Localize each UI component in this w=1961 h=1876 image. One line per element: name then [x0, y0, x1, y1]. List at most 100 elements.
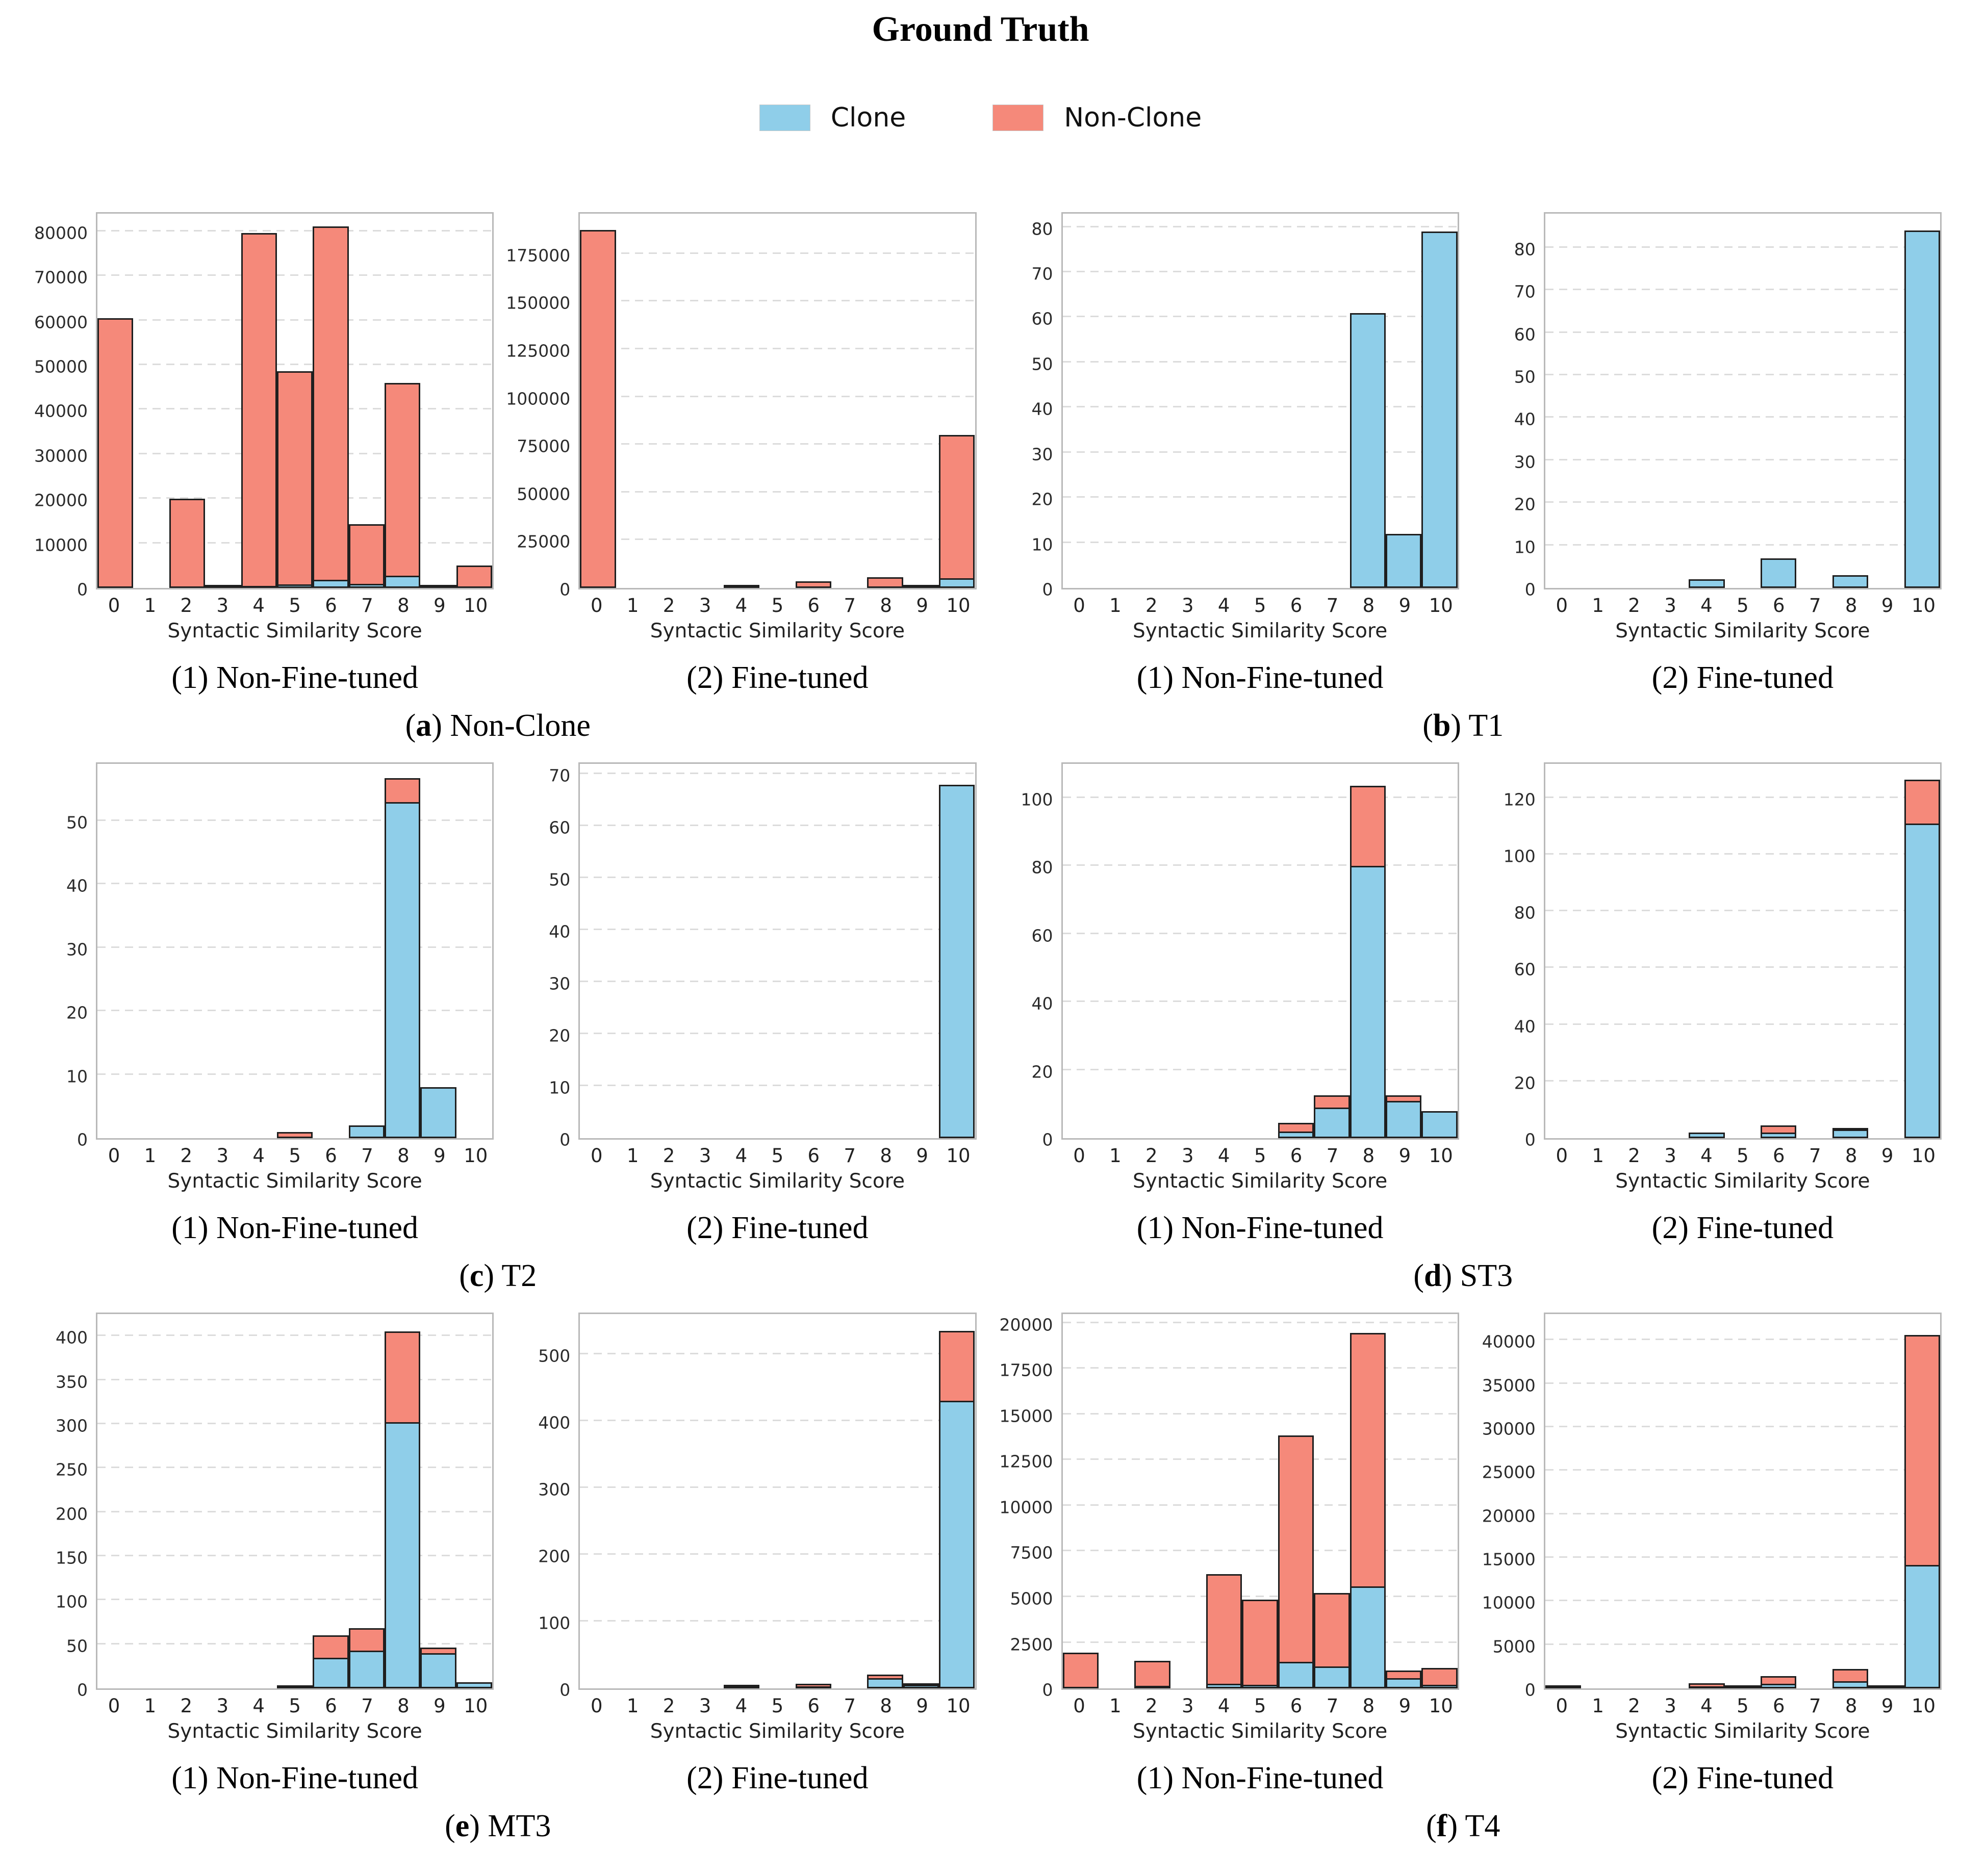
plot-area	[1543, 762, 1942, 1140]
y-tick-label: 15000	[1482, 1549, 1536, 1570]
x-tick-label: 9	[1881, 1695, 1894, 1717]
gridline	[1545, 1382, 1940, 1384]
bar-4	[241, 214, 277, 588]
y-tick-label: 30	[1514, 452, 1536, 472]
y-tick-label: 10	[66, 1066, 88, 1087]
x-tick-label: 9	[434, 595, 446, 616]
chart-mt3-fine-tuned: 0 100 200 300 400 500 0 1 2 3 4 5 6 7 8 9 10 Syntactic Si…	[502, 1313, 977, 1743]
chart-t2-non-fine-tuned: 0 10 20 30 40 50 0 1 2 3 4 5 6 7 8 9 10 Syntactic Similar…	[19, 762, 494, 1193]
non-clone-segment	[420, 1648, 456, 1655]
cell-d2: 0 20 40 60 80 100 120 0 1 2 3 4 5 6 7 8 9 10 Syntactic Sim…	[1463, 762, 1946, 1257]
bar-5	[1724, 1314, 1761, 1688]
x-tick-label: 2	[180, 1695, 193, 1717]
group-letter: f	[1436, 1809, 1447, 1843]
non-clone-segment	[1349, 786, 1386, 868]
y-tick-label: 50000	[34, 356, 88, 377]
chart-non-clone-non-fine-tuned: 0 10000 20000 30000 40000 50000 60000 70000 8000…	[19, 212, 494, 643]
x-tick-label: 5	[1254, 1695, 1266, 1717]
y-axis-ticks: 0 50 100 150 200 250 300 350 400	[19, 1313, 96, 1700]
y-tick-label: 25000	[1482, 1462, 1536, 1482]
gridline	[580, 773, 975, 775]
x-tick-label: 7	[1809, 1695, 1821, 1717]
bar-9	[903, 214, 939, 588]
x-tick-label: 10	[464, 595, 488, 616]
gridline	[97, 364, 493, 366]
cell-d1: 0 20 40 60 80 100 0 1 2 3 4 5 6 7 8 9 10 Syntactic Simila…	[981, 762, 1463, 1257]
bar-8	[867, 1314, 903, 1688]
gridline	[1545, 1080, 1940, 1082]
y-tick-label: 2500	[1010, 1634, 1053, 1654]
gridline	[1062, 316, 1458, 318]
y-tick-label: 125000	[506, 341, 571, 361]
y-tick-label: 100	[56, 1591, 88, 1612]
y-tick-label: 350	[56, 1372, 88, 1392]
y-tick-label: 0	[559, 1680, 571, 1700]
non-clone-segment	[276, 371, 313, 586]
subplot-caption: (2) Fine-tuned	[686, 1211, 869, 1245]
x-tick-label: 3	[1181, 1145, 1194, 1167]
non-clone-segment	[348, 524, 385, 586]
x-axis-ticks: 0 1 2 3 4 5 6 7 8 9 10	[578, 1695, 976, 1717]
non-clone-segment	[241, 233, 277, 587]
non-clone-segment	[1242, 1599, 1278, 1686]
x-axis-title: Syntactic Similarity Score	[650, 1170, 905, 1193]
bar-5	[1242, 1314, 1278, 1688]
y-tick-label: 10000	[34, 535, 88, 555]
gridline	[1545, 1425, 1940, 1427]
non-clone-color-swatch	[992, 105, 1044, 131]
cell-e1: 0 50 100 150 200 250 300 350 400 0 1 2 3 4 5 6 7 8 9 10 Synt…	[15, 1313, 498, 1807]
x-tick-label: 10	[1429, 595, 1453, 616]
gridline	[1062, 1321, 1458, 1323]
y-tick-label: 75000	[517, 436, 571, 456]
non-clone-segment	[385, 778, 421, 804]
y-tick-label: 50	[66, 1636, 88, 1656]
gridline	[1062, 361, 1458, 363]
x-axis-title: Syntactic Similarity Score	[650, 1720, 905, 1743]
x-axis-title: Syntactic Similarity Score	[1615, 1720, 1870, 1743]
y-tick-label: 80	[1031, 857, 1053, 878]
non-clone-segment	[1761, 1125, 1797, 1134]
y-tick-label: 175000	[506, 245, 571, 266]
x-tick-label: 8	[1845, 1695, 1857, 1717]
y-axis-ticks: 0 25000 50000 75000 100000 125000 150000 175000	[502, 212, 578, 599]
bar-9	[1385, 764, 1422, 1138]
y-axis-ticks: 0 100 200 300 400 500	[502, 1313, 578, 1700]
gridline	[1545, 416, 1940, 418]
clone-segment	[1904, 823, 1940, 1138]
subplot-caption: (1) Non-Fine-tuned	[1136, 1211, 1384, 1245]
clone-segment	[420, 1087, 456, 1138]
x-tick-label: 10	[464, 1695, 488, 1717]
clone-segment	[1349, 1586, 1386, 1688]
x-tick-label: 10	[946, 1695, 971, 1717]
x-axis-title: Syntactic Similarity Score	[167, 1720, 422, 1743]
x-tick-label: 3	[216, 1695, 229, 1717]
bar-5	[276, 764, 313, 1138]
gridline	[97, 946, 493, 948]
clone-segment	[456, 1682, 493, 1688]
bar-6	[1278, 764, 1314, 1138]
x-tick-label: 5	[771, 595, 784, 616]
x-tick-label: 10	[1911, 1145, 1936, 1167]
x-axis-ticks: 0 1 2 3 4 5 6 7 8 9 10	[1544, 1145, 1942, 1167]
bar-10	[456, 214, 493, 588]
clone-segment	[385, 1422, 421, 1688]
y-tick-label: 60	[1514, 324, 1536, 345]
y-tick-label: 10	[1031, 534, 1053, 555]
group-label-row-1: (a) Non-Clone (b) T1	[15, 708, 1946, 744]
non-clone-segment	[939, 434, 975, 580]
gridline	[1545, 1556, 1940, 1558]
y-tick-label: 100	[1021, 789, 1053, 810]
x-tick-label: 0	[108, 1695, 120, 1717]
subplot-caption: (1) Non-Fine-tuned	[1136, 660, 1384, 695]
y-tick-label: 40000	[1482, 1331, 1536, 1352]
bar-0	[1545, 1314, 1582, 1688]
y-axis-ticks: 0 10 20 30 40 50	[19, 762, 96, 1149]
x-tick-label: 0	[590, 1145, 603, 1167]
chart-row-3: 0 50 100 150 200 250 300 350 400 0 1 2 3 4 5 6 7 8 9 10 Synt…	[15, 1313, 1946, 1807]
clone-color-swatch	[759, 105, 810, 131]
bar-10	[1421, 214, 1458, 588]
x-tick-label: 4	[735, 1695, 748, 1717]
y-tick-label: 70	[1514, 281, 1536, 302]
x-tick-label: 7	[361, 1145, 373, 1167]
